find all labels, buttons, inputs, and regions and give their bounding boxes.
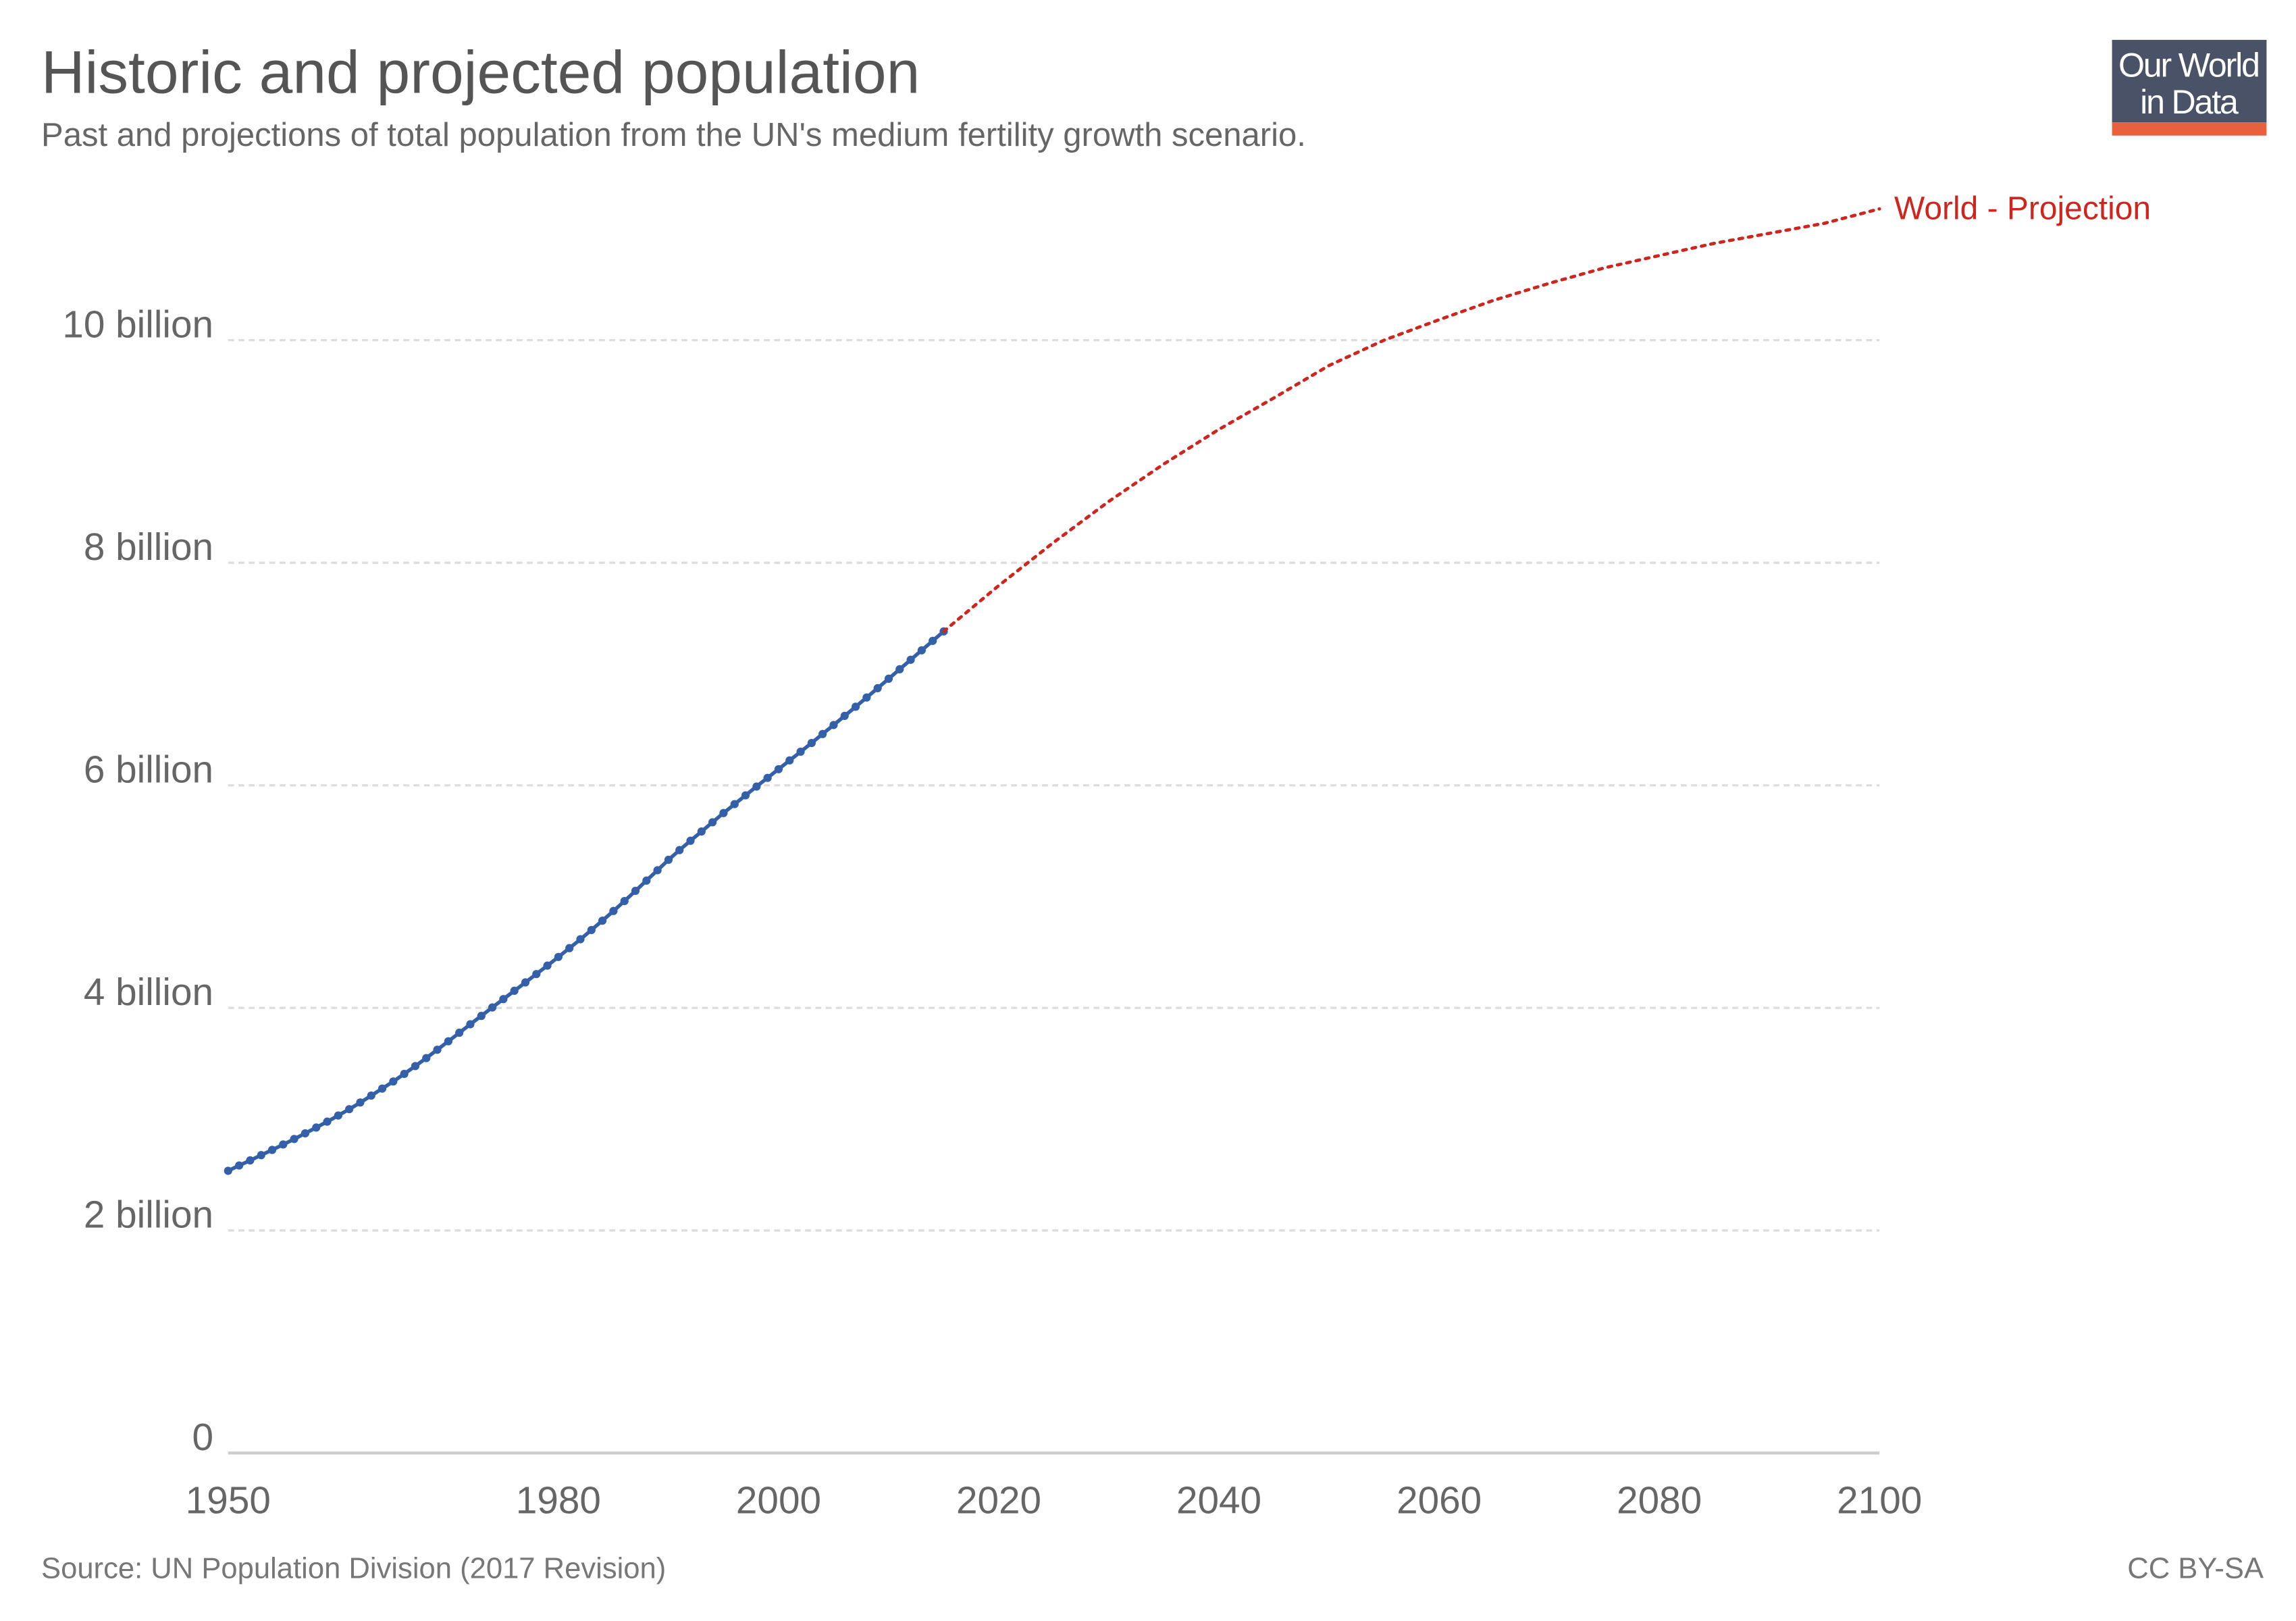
data-point: [620, 896, 629, 906]
data-point: [565, 944, 574, 952]
projection-line: [942, 207, 1881, 634]
historic-line: [226, 629, 946, 1173]
data-point: [235, 1161, 244, 1170]
data-point: [543, 961, 552, 970]
data-point: [730, 800, 739, 808]
data-point: [631, 886, 640, 896]
data-point: [257, 1151, 265, 1160]
data-point: [246, 1156, 255, 1165]
x-tick-label: 2020: [956, 1480, 1041, 1522]
data-point: [929, 636, 937, 645]
data-point: [818, 729, 827, 738]
x-tick-label: 2000: [736, 1480, 821, 1522]
data-point: [752, 782, 761, 791]
data-point: [532, 970, 541, 979]
data-point: [664, 855, 673, 865]
y-tick-label: 10 billion: [62, 303, 213, 346]
data-point: [851, 702, 860, 711]
data-point: [554, 952, 563, 961]
data-point: [334, 1111, 342, 1120]
data-point: [521, 978, 530, 987]
data-point: [829, 721, 838, 729]
data-point: [290, 1135, 298, 1143]
x-axis: 1950 1980 2000 2020 2040 2060 2080 2100: [186, 1480, 1922, 1522]
x-tick-label: 2100: [1837, 1480, 1922, 1522]
x-tick-label: 2080: [1617, 1480, 1702, 1522]
data-point: [697, 827, 706, 836]
x-tick-label: 2040: [1176, 1480, 1261, 1522]
data-point: [466, 1020, 475, 1029]
data-point: [895, 665, 904, 673]
data-point: [400, 1069, 409, 1079]
x-tick-label: 2060: [1397, 1480, 1482, 1522]
y-tick-label: 2 billion: [84, 1193, 213, 1236]
data-point: [312, 1123, 321, 1132]
data-point: [433, 1046, 442, 1054]
data-point: [675, 846, 684, 854]
y-tick-label: 4 billion: [84, 971, 213, 1014]
y-tick-label: 6 billion: [84, 748, 213, 791]
data-point: [741, 791, 750, 800]
data-point: [345, 1105, 354, 1114]
data-point: [411, 1062, 420, 1071]
logo-line1: Our World: [2118, 47, 2259, 84]
data-point: [785, 756, 794, 765]
y-tick-label: 8 billion: [84, 526, 213, 569]
data-point: [455, 1028, 464, 1037]
y-tick-label: 0: [192, 1416, 214, 1459]
y-grid: 0 2 billion 4 billion 6 billion 8 billion 10 …: [62, 303, 1880, 1459]
data-point: [796, 747, 805, 756]
chart-subtitle: Past and projections of total population…: [41, 117, 1306, 153]
data-point: [301, 1129, 310, 1138]
data-point: [499, 995, 508, 1004]
data-point: [906, 655, 915, 664]
data-point: [609, 906, 618, 915]
data-point: [477, 1012, 486, 1021]
data-point: [807, 739, 816, 748]
data-point: [323, 1117, 332, 1126]
x-tick-label: 1980: [516, 1480, 601, 1522]
data-point: [267, 1146, 277, 1154]
data-point: [653, 866, 662, 875]
data-point: [598, 916, 607, 925]
chart-title: Historic and projected population: [41, 38, 920, 106]
data-point: [587, 925, 596, 935]
data-point: [708, 818, 717, 827]
data-point: [488, 1003, 497, 1012]
data-point: [686, 836, 695, 845]
license-note: CC BY-SA: [2127, 1553, 2264, 1585]
owid-logo: Our World in Data: [2112, 40, 2267, 136]
data-point: [422, 1054, 431, 1062]
data-point: [917, 646, 926, 654]
data-point: [576, 935, 585, 944]
data-point: [884, 674, 893, 683]
series-label: World - Projection: [1894, 190, 2151, 226]
source-note: Source: UN Population Division (2017 Rev…: [41, 1553, 666, 1585]
data-point: [444, 1037, 452, 1046]
data-point: [840, 711, 849, 721]
data-point: [367, 1091, 375, 1100]
data-point: [356, 1098, 365, 1107]
data-point: [774, 765, 783, 773]
data-point: [224, 1166, 232, 1175]
data-point: [510, 986, 519, 995]
x-tick-label: 1950: [186, 1480, 271, 1522]
data-point: [389, 1077, 398, 1086]
data-point: [763, 773, 772, 782]
data-point: [279, 1140, 288, 1149]
data-point: [873, 684, 882, 692]
data-point: [862, 693, 871, 702]
data-point: [719, 808, 728, 817]
series-layer: World - Projection: [224, 190, 2151, 1175]
logo-line2: in Data: [2140, 83, 2239, 121]
data-point: [642, 876, 651, 885]
data-point: [377, 1084, 387, 1093]
